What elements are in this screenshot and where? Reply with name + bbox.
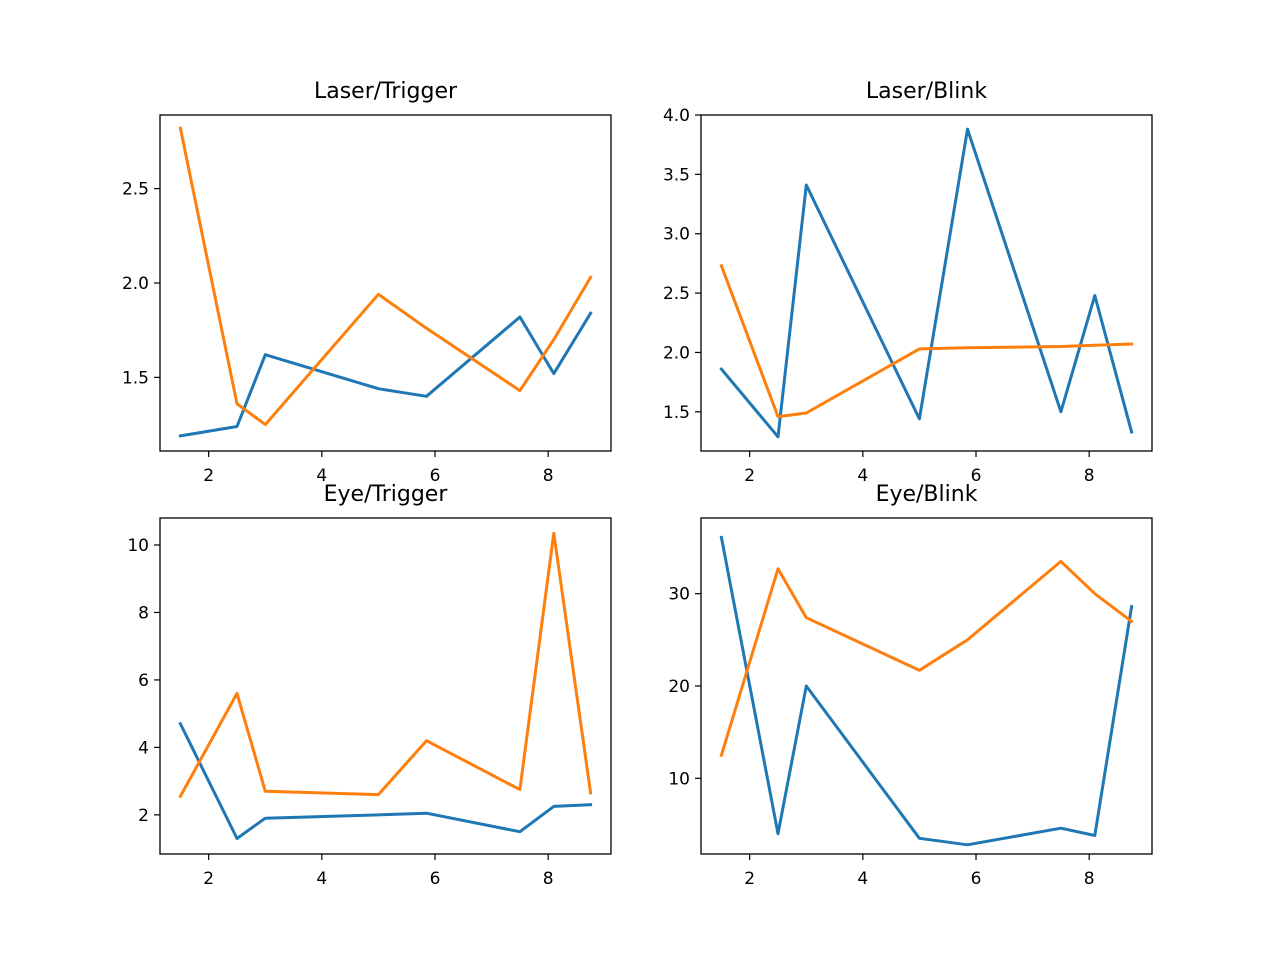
x-tick-label: 2 <box>744 869 755 889</box>
axes-frame <box>700 114 1153 452</box>
series-line-2 <box>178 126 593 427</box>
subplot-title: Eye/Trigger <box>324 482 449 507</box>
y-tick-label: 1.5 <box>663 403 690 423</box>
x-tick-label: 6 <box>430 869 441 889</box>
y-tick-label: 6 <box>138 671 149 691</box>
y-tick-label: 2.0 <box>663 343 690 363</box>
y-tick-label: 2.0 <box>122 274 149 294</box>
series-line-1 <box>719 535 1134 847</box>
y-tick-label: 2 <box>138 806 149 826</box>
y-tick-label: 10 <box>127 536 149 556</box>
y-tick-label: 30 <box>668 585 690 605</box>
series-line-1 <box>178 721 593 840</box>
subplot-eye-trigger: 2 4 6 8 2 4 6 8 10 Eye/Trigger <box>127 482 612 889</box>
x-tick-label: 4 <box>857 869 868 889</box>
x-tick-label: 2 <box>744 466 755 486</box>
y-tick-label: 20 <box>668 677 690 697</box>
subplot-title: Laser/Blink <box>866 79 987 104</box>
subplot-eye-blink: 2 4 6 8 10 20 30 Eye/Blink <box>668 482 1153 889</box>
y-tick-label: 2.5 <box>663 284 690 304</box>
subplot-laser-blink: 2 4 6 8 1.5 2.0 2.5 3.0 3.5 4.0 Laser/Blink <box>663 79 1153 486</box>
x-tick-label: 2 <box>203 869 214 889</box>
x-tick-label: 6 <box>971 466 982 486</box>
y-tick-label: 1.5 <box>122 368 149 388</box>
x-tick-label: 4 <box>316 869 327 889</box>
y-tick-label: 10 <box>668 769 690 789</box>
x-tick-label: 2 <box>203 466 214 486</box>
x-tick-label: 6 <box>971 869 982 889</box>
subplot-laser-trigger: 2 4 6 8 1.5 2.0 2.5 Laser/Trigger <box>122 79 612 486</box>
x-tick-label: 6 <box>430 466 441 486</box>
series-line-2 <box>719 559 1134 758</box>
x-tick-label: 4 <box>316 466 327 486</box>
series-line-2 <box>719 263 1134 419</box>
x-tick-label: 4 <box>857 466 868 486</box>
x-tick-label: 8 <box>543 466 554 486</box>
x-tick-label: 8 <box>1084 466 1095 486</box>
y-tick-label: 2.5 <box>122 180 149 200</box>
x-tick-label: 8 <box>1084 869 1095 889</box>
series-line-1 <box>178 311 593 438</box>
series-line-2 <box>178 531 593 799</box>
y-tick-label: 4.0 <box>663 106 690 126</box>
y-tick-label: 3.0 <box>663 225 690 245</box>
y-tick-label: 4 <box>138 738 149 758</box>
subplot-title: Eye/Blink <box>876 482 978 507</box>
axes-frame <box>159 517 612 855</box>
series-line-1 <box>719 127 1134 439</box>
y-tick-label: 3.5 <box>663 165 690 185</box>
y-tick-label: 8 <box>138 603 149 623</box>
x-tick-label: 8 <box>543 869 554 889</box>
subplot-title: Laser/Trigger <box>314 79 458 104</box>
